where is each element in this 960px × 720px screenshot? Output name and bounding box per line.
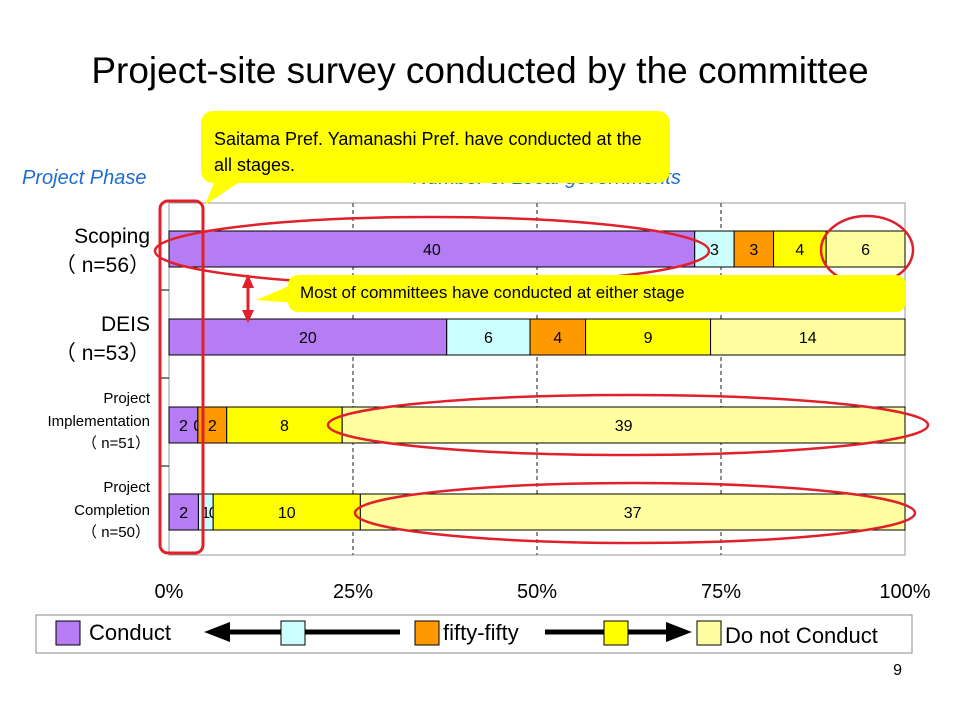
callout-middle-box bbox=[288, 275, 906, 312]
data-label-3-1: 1 bbox=[201, 505, 210, 522]
data-label-3-3: 10 bbox=[278, 505, 296, 522]
page-title: Project-site survey conducted by the com… bbox=[91, 50, 869, 91]
bar-deis-mostly_not bbox=[585, 318, 712, 356]
row-label-implementation: Project Implementation （ n=51） bbox=[47, 390, 150, 452]
callout-middle-text: Most of committees have conducted at eit… bbox=[300, 283, 685, 302]
highlight-ellipse-implementation bbox=[326, 393, 930, 457]
legend-conduct-label: Conduct bbox=[89, 620, 171, 645]
data-label-2-0: 2 bbox=[179, 418, 188, 435]
data-label-1-2: 4 bbox=[553, 330, 562, 347]
bar-project-implementation-conduct bbox=[168, 406, 199, 444]
legend-arrow-right-head bbox=[666, 622, 692, 642]
legend-frame bbox=[35, 614, 913, 654]
data-label-0-4: 6 bbox=[861, 242, 870, 259]
bar-deis-mostly_conduct bbox=[446, 318, 531, 356]
page-number: 9 bbox=[893, 662, 902, 679]
bar-project-completion-mostly_not bbox=[212, 493, 361, 531]
x-tick-label-3: 75% bbox=[701, 581, 741, 603]
bar-deis-not_conduct bbox=[710, 318, 906, 356]
x-tick-label-2: 50% bbox=[517, 581, 557, 603]
data-label-1-3: 9 bbox=[644, 330, 653, 347]
data-label-3-4: 37 bbox=[624, 505, 642, 522]
legend-not-conduct-label: Do not Conduct bbox=[725, 623, 878, 648]
x-tick-label-4: 100% bbox=[879, 581, 930, 603]
legend-fifty-label: fifty-fifty bbox=[443, 620, 519, 645]
legend-swatch-fifty bbox=[414, 620, 440, 646]
bar-project-completion-not_conduct bbox=[359, 493, 906, 531]
data-label-2-4: 39 bbox=[615, 418, 633, 435]
bar-project-implementation-not_conduct bbox=[341, 406, 906, 444]
legend-arrow-left-head bbox=[204, 622, 230, 642]
data-label-0-2: 3 bbox=[749, 242, 758, 259]
data-label-0-3: 4 bbox=[795, 242, 804, 259]
data-label-2-2: 2 bbox=[208, 418, 217, 435]
x-tick-label-0: 0% bbox=[155, 581, 184, 603]
row-label-deis: DEIS （ n=53） bbox=[54, 313, 150, 366]
bar-scoping-mostly_conduct bbox=[694, 230, 735, 268]
legend-swatch-mostly_not bbox=[603, 620, 629, 646]
data-label-2-3: 8 bbox=[280, 418, 289, 435]
x-tick-label-1: 25% bbox=[333, 581, 373, 603]
callout-middle-tail bbox=[256, 283, 296, 303]
double-arrow-head-up bbox=[242, 274, 254, 288]
callout-top-text: Saitama Pref. Yamanashi Pref. have condu… bbox=[214, 129, 642, 175]
data-label-1-0: 20 bbox=[299, 330, 317, 347]
legend-swatch-conduct bbox=[55, 620, 81, 646]
y-axis-label: Project Phase bbox=[22, 167, 147, 189]
bar-scoping-fifty bbox=[733, 230, 775, 268]
bar-scoping-not_conduct bbox=[825, 230, 906, 268]
bar-project-implementation-mostly_not bbox=[226, 406, 343, 444]
bar-deis-conduct bbox=[168, 318, 448, 356]
legend-swatch-not_conduct bbox=[696, 620, 722, 646]
bar-scoping-conduct bbox=[168, 230, 696, 268]
legend-swatch-mostly_conduct bbox=[280, 620, 306, 646]
bar-project-completion-conduct bbox=[168, 493, 199, 531]
data-label-0-1: 3 bbox=[710, 242, 719, 259]
double-arrow-head-down bbox=[242, 310, 254, 323]
row-label-completion: Project Completion （ n=50） bbox=[74, 479, 150, 541]
callout-top-box bbox=[201, 111, 670, 183]
data-label-0-0: 40 bbox=[423, 242, 441, 259]
row-label-scoping: Scoping （ n=56） bbox=[54, 225, 150, 278]
data-label-1-4: 14 bbox=[799, 330, 817, 347]
callout-top-tail bbox=[205, 183, 238, 205]
data-label-1-1: 6 bbox=[484, 330, 493, 347]
highlight-first-column bbox=[158, 199, 205, 555]
data-label-3-0: 2 bbox=[179, 505, 188, 522]
highlight-ellipse-completion bbox=[353, 481, 917, 545]
